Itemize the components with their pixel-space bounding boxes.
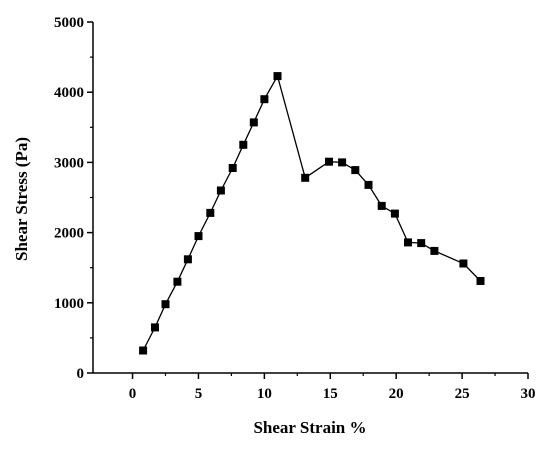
x-tick-label: 25	[455, 386, 470, 402]
data-point	[364, 180, 373, 189]
data-point	[228, 164, 237, 172]
data-point	[273, 72, 282, 81]
data-point	[476, 277, 485, 285]
series-line	[139, 72, 485, 355]
data-point	[183, 255, 192, 264]
data-point	[351, 166, 360, 175]
y-tick-label: 3000	[54, 155, 84, 171]
data-point	[161, 300, 170, 309]
y-axis-title: Shear Stress (Pa)	[12, 137, 31, 261]
x-axis-title: Shear Strain %	[253, 418, 366, 437]
axes: 0 5 10 15 20 25 30 0 1000 2000 3000 4000 5000	[54, 15, 536, 402]
y-tick-label: 2000	[54, 226, 84, 242]
x-tick-label: 30	[521, 386, 536, 402]
data-point	[377, 201, 386, 210]
y-tick-label: 4000	[54, 85, 84, 101]
x-tick-label: 15	[323, 386, 338, 402]
x-tick-label: 5	[195, 386, 203, 402]
data-point	[139, 346, 148, 355]
data-point	[151, 323, 159, 332]
data-point	[417, 239, 426, 248]
data-point	[430, 246, 439, 255]
data-point	[390, 209, 399, 218]
data-point	[338, 158, 347, 167]
data-point	[249, 118, 258, 127]
y-tick-label: 0	[77, 366, 85, 382]
data-point	[173, 277, 182, 286]
data-point	[194, 232, 203, 241]
data-point	[239, 140, 248, 149]
data-point	[404, 238, 412, 247]
data-point	[301, 173, 310, 182]
x-tick-label: 20	[389, 386, 404, 402]
y-tick-label: 5000	[54, 15, 84, 31]
data-point	[459, 259, 468, 268]
data-point	[260, 95, 269, 104]
x-tick-label: 0	[129, 386, 137, 402]
data-point	[325, 157, 333, 166]
x-tick-label: 10	[257, 386, 272, 402]
data-point	[206, 208, 215, 217]
y-tick-label: 1000	[54, 296, 84, 312]
data-point	[216, 186, 225, 195]
data-line	[142, 74, 481, 351]
